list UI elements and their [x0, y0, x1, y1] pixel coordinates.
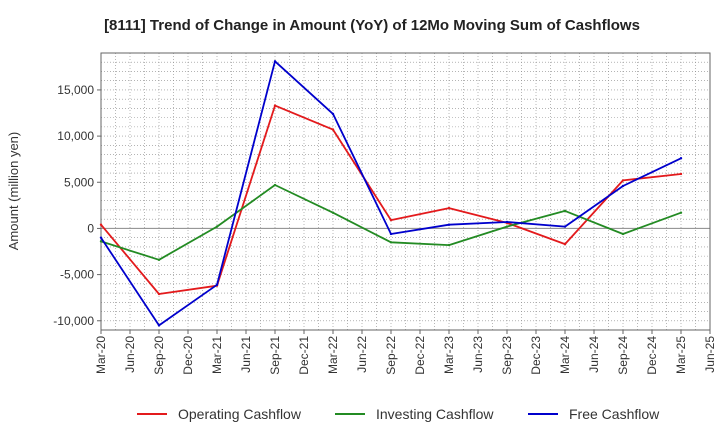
y-tick-label: 5,000: [64, 175, 94, 189]
data-point: [99, 223, 103, 226]
series-free-cashflow: [99, 60, 683, 327]
x-tick-label: Jun-24: [587, 336, 601, 373]
data-point: [331, 128, 335, 131]
x-tick-label: Mar-21: [210, 336, 224, 374]
data-point: [679, 157, 683, 160]
series-operating-cashflow: [99, 104, 683, 296]
x-tick-label: Sep-23: [500, 336, 514, 375]
data-point: [447, 223, 451, 226]
data-point: [273, 183, 277, 187]
x-tick-label: Dec-24: [645, 336, 659, 375]
series-layer: [99, 60, 683, 327]
x-tick-label: Mar-22: [326, 336, 340, 374]
x-tick-label: Mar-20: [94, 336, 108, 374]
x-tick-label: Sep-21: [268, 336, 282, 375]
data-point: [273, 104, 277, 107]
legend-label: Operating Cashflow: [178, 406, 302, 422]
x-tick-label: Jun-23: [471, 336, 485, 373]
x-tick-label: Jun-22: [355, 336, 369, 373]
data-point: [621, 179, 625, 182]
data-point: [331, 112, 335, 116]
x-tick-label: Dec-20: [181, 336, 195, 375]
data-point: [157, 292, 161, 296]
x-tick-label: Sep-22: [384, 336, 398, 375]
x-tick-label: Jun-20: [123, 336, 137, 373]
data-point: [215, 225, 219, 228]
x-tick-labels: Mar-20 Jun-20 Sep-20 Dec-20 Mar-21 Jun-21 Sep-…: [94, 330, 717, 375]
data-point: [215, 283, 219, 286]
data-point: [389, 218, 393, 222]
x-tick-label: Mar-25: [674, 336, 688, 374]
data-point: [331, 211, 335, 214]
data-point: [99, 240, 103, 243]
x-tick-label: Sep-20: [152, 336, 166, 375]
data-point: [505, 225, 509, 228]
data-point: [621, 184, 625, 188]
x-tick-label: Jun-21: [239, 336, 253, 373]
plot-frame: [100, 52, 711, 331]
y-tick-label: 0: [87, 221, 94, 235]
x-tick-label: Mar-24: [558, 336, 572, 374]
series-line-operating-cashflow: [100, 104, 682, 295]
x-tick-label: Dec-22: [413, 336, 427, 375]
x-tick-label: Dec-21: [297, 336, 311, 375]
y-tick-label: 15,000: [57, 83, 94, 97]
data-point: [621, 232, 625, 236]
series-investing-cashflow: [99, 183, 683, 262]
data-point: [505, 220, 509, 224]
data-point: [679, 172, 683, 176]
y-axis-label: Amount (million yen): [6, 132, 21, 251]
x-tick-label: Jun-25: [703, 336, 717, 373]
data-point: [389, 241, 393, 244]
data-point: [157, 324, 161, 327]
legend-item-operating-cashflow: Operating Cashflow: [137, 406, 302, 422]
legend: Operating Cashflow Investing Cashflow Free…: [137, 406, 660, 422]
y-tick-label: -10,000: [53, 314, 94, 328]
y-tick-labels: 15,000 10,000 5,000 0 -5,000 -10,000: [53, 83, 101, 328]
y-tick-label: -5,000: [60, 268, 94, 282]
chart-title: [8111] Trend of Change in Amount (YoY) o…: [104, 17, 640, 34]
x-tick-label: Mar-23: [442, 336, 456, 374]
data-point: [389, 232, 393, 236]
x-tick-label: Sep-24: [616, 336, 630, 375]
legend-item-investing-cashflow: Investing Cashflow: [335, 406, 494, 422]
data-point: [563, 225, 567, 228]
data-point: [157, 258, 161, 262]
legend-label: Free Cashflow: [569, 406, 660, 422]
data-point: [447, 243, 451, 247]
data-point: [273, 60, 277, 63]
data-point: [563, 242, 567, 246]
series-line-free-cashflow: [100, 60, 682, 327]
data-point: [99, 236, 103, 239]
y-tick-label: 10,000: [57, 129, 94, 143]
data-point: [447, 206, 451, 210]
x-tick-label: Dec-23: [529, 336, 543, 375]
legend-label: Investing Cashflow: [376, 406, 494, 422]
data-point: [563, 209, 567, 213]
legend-item-free-cashflow: Free Cashflow: [528, 406, 660, 422]
data-point: [679, 211, 683, 214]
